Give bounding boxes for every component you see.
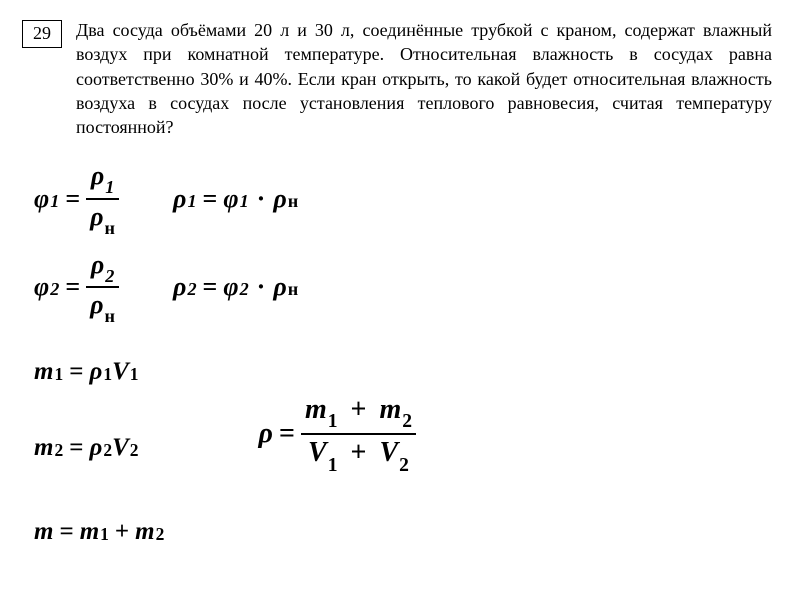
eq-m2: m2 = ρ2V2 xyxy=(34,434,139,462)
fraction-denominator: ρн xyxy=(86,202,119,236)
subscript-1: 1 xyxy=(50,191,59,212)
fraction-rho2-over-rhon: ρ2 ρн xyxy=(86,250,119,324)
eq-rho1-def: ρ1 = φ1 · ρн xyxy=(173,184,298,214)
eq-rho2-def: ρ2 = φ2 · ρн xyxy=(173,272,298,302)
problem-header: 29 Два сосуда объёмами 20 л и 30 л, соед… xyxy=(22,18,772,139)
equation-row-3: m1 = ρ1V1 xyxy=(34,358,772,386)
equations-block: φ1 = ρ1 ρн ρ1 = φ1 · ρн φ2 = xyxy=(22,161,772,546)
fraction-bar xyxy=(86,198,119,200)
problem-text: Два сосуда объёмами 20 л и 30 л, соединё… xyxy=(76,18,772,139)
eq-m-total: m = m1 + m2 xyxy=(34,518,164,546)
eq-phi2-def: φ2 = ρ2 ρн xyxy=(34,250,119,324)
fraction-rho1-over-rhon: ρ1 ρн xyxy=(86,161,119,235)
equation-row-4: m2 = ρ2V2 ρ = m1 + m2 V1 + V xyxy=(34,408,772,488)
equation-row-1: φ1 = ρ1 ρн ρ1 = φ1 · ρн xyxy=(34,161,772,235)
fraction-denominator: V1 + V2 xyxy=(304,437,413,474)
eq-phi1-def: φ1 = ρ1 ρн xyxy=(34,161,119,235)
problem-number: 29 xyxy=(33,23,51,43)
equation-row-5: m = m1 + m2 xyxy=(34,518,772,546)
fraction-m-over-v: m1 + m2 V1 + V2 xyxy=(301,394,416,474)
phi-symbol: φ xyxy=(34,184,49,214)
problem-number-box: 29 xyxy=(22,20,62,48)
equals-sign: = xyxy=(59,184,86,214)
fraction-numerator: ρ1 xyxy=(87,161,119,195)
dot-operator: · xyxy=(249,184,274,214)
eq-m1: m1 = ρ1V1 xyxy=(34,358,139,386)
equation-row-2: φ2 = ρ2 ρн ρ2 = φ2 · ρн xyxy=(34,250,772,324)
fraction-numerator: m1 + m2 xyxy=(301,394,416,431)
eq-rho-combined: ρ = m1 + m2 V1 + V2 xyxy=(259,394,417,474)
